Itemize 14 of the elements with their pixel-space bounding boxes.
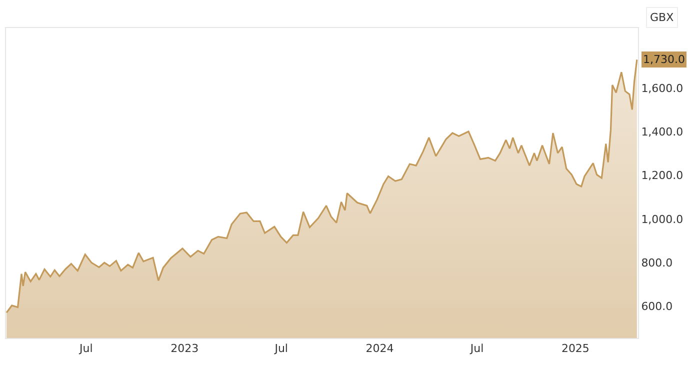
annotation: 1,730.0 <box>643 53 685 66</box>
y-tick-label: 800.0 <box>641 256 673 270</box>
y-tick-label: 1,200.0 <box>641 169 684 182</box>
x-tick-label: Jul <box>78 342 93 356</box>
y-tick-label: 600.0 <box>641 300 673 314</box>
x-tick-label: 2023 <box>170 342 199 356</box>
x-tick-label: 2024 <box>366 342 394 356</box>
y-tick-label: 1,600.0 <box>641 82 684 95</box>
y-axis-title: GBX <box>650 11 674 24</box>
y-tick-label: 1,000.0 <box>641 212 684 226</box>
y-tick-label: 1,400.0 <box>641 126 684 139</box>
x-tick-label: Jul <box>274 342 288 356</box>
x-tick-label: Jul <box>469 342 484 356</box>
x-tick-label: 2025 <box>561 342 590 356</box>
